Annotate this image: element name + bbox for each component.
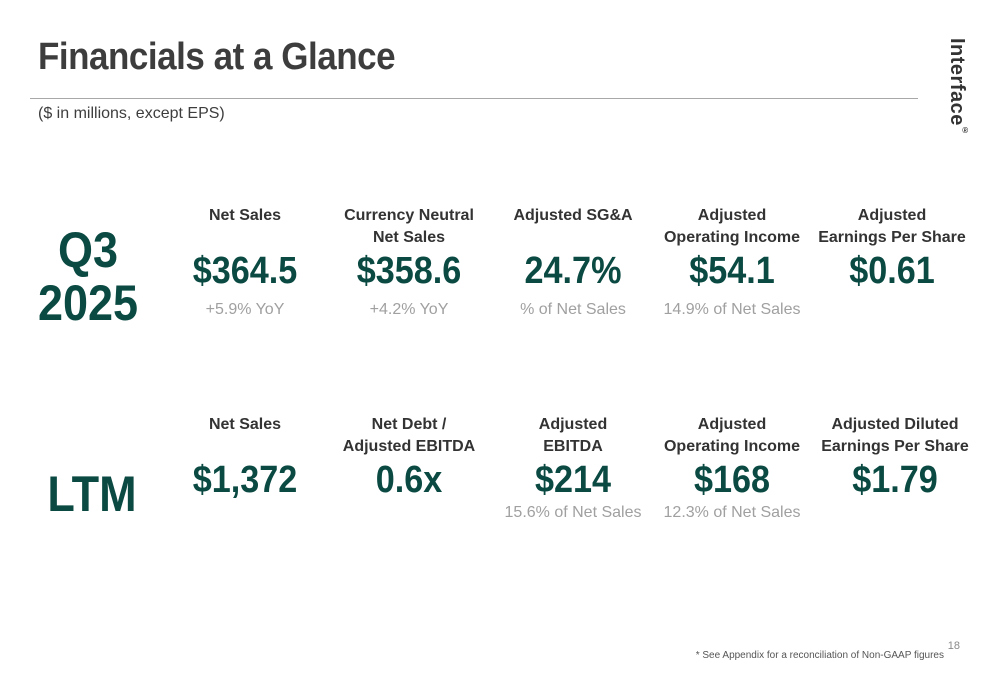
metric-value: $1,372 <box>192 459 298 501</box>
metric-label: Currency Neutral Net Sales <box>344 207 474 247</box>
logo-text: Interface <box>946 38 968 126</box>
metric-value: $364.5 <box>192 250 298 292</box>
metric-q3-adjusted-operating-income: Adjusted Operating Income $54.1 14.9% of… <box>652 205 812 319</box>
metric-value: $168 <box>693 459 771 501</box>
metric-label: Adjusted Diluted Earnings Per Share <box>821 416 969 456</box>
metric-q3-adjusted-eps: Adjusted Earnings Per Share $0.61 <box>812 205 972 301</box>
metric-label: Net Sales <box>208 416 282 433</box>
metric-q3-net-sales: Net Sales $364.5 +5.9% YoY <box>165 205 325 319</box>
metric-ltm-net-sales: Net Sales $1,372 <box>165 414 325 510</box>
metric-note: 12.3% of Net Sales <box>663 503 801 521</box>
metric-value: 24.7% <box>524 250 622 292</box>
metric-note: +5.9% YoY <box>205 300 285 318</box>
metric-q3-adjusted-sga: Adjusted SG&A 24.7% % of Net Sales <box>493 205 653 319</box>
metric-value: $0.61 <box>849 250 935 292</box>
metric-label: Adjusted Earnings Per Share <box>818 207 966 247</box>
metric-note: 15.6% of Net Sales <box>504 503 642 521</box>
logo-registered-mark: ® <box>960 125 970 136</box>
metric-note: 14.9% of Net Sales <box>663 300 801 318</box>
metric-ltm-adjusted-ebitda: Adjusted EBITDA $214 15.6% of Net Sales <box>493 414 653 522</box>
metric-label: Adjusted EBITDA <box>538 416 608 456</box>
metric-value: $1.79 <box>852 459 938 501</box>
metric-q3-currency-neutral-net-sales: Currency Neutral Net Sales $358.6 +4.2% … <box>329 205 489 319</box>
company-logo: Interface® <box>945 38 970 135</box>
page-number: 18 <box>947 640 960 652</box>
metric-label: Net Sales <box>208 207 282 224</box>
metric-label: Adjusted Operating Income <box>663 416 801 456</box>
metric-label: Adjusted SG&A <box>513 207 633 224</box>
metric-value: 0.6x <box>375 459 443 501</box>
metric-label: Adjusted Operating Income <box>663 207 801 247</box>
title-divider <box>30 98 918 99</box>
metric-note: % of Net Sales <box>520 300 626 318</box>
period-label-ltm: LTM <box>47 466 137 522</box>
period-label-q3: Q3 2025 <box>37 222 139 331</box>
metric-note: +4.2% YoY <box>369 300 449 318</box>
metric-value: $54.1 <box>689 250 775 292</box>
metric-ltm-net-debt-ratio: Net Debt / Adjusted EBITDA 0.6x <box>329 414 489 510</box>
metric-value: $358.6 <box>356 250 462 292</box>
page-subtitle: ($ in millions, except EPS) <box>38 105 225 122</box>
page-title: Financials at a Glance <box>38 36 396 78</box>
metric-label: Net Debt / Adjusted EBITDA <box>342 416 476 456</box>
footnote: * See Appendix for a reconciliation of N… <box>695 650 944 661</box>
metric-ltm-adjusted-operating-income: Adjusted Operating Income $168 12.3% of … <box>652 414 812 522</box>
metric-value: $214 <box>534 459 612 501</box>
metric-ltm-adjusted-diluted-eps: Adjusted Diluted Earnings Per Share $1.7… <box>815 414 975 510</box>
